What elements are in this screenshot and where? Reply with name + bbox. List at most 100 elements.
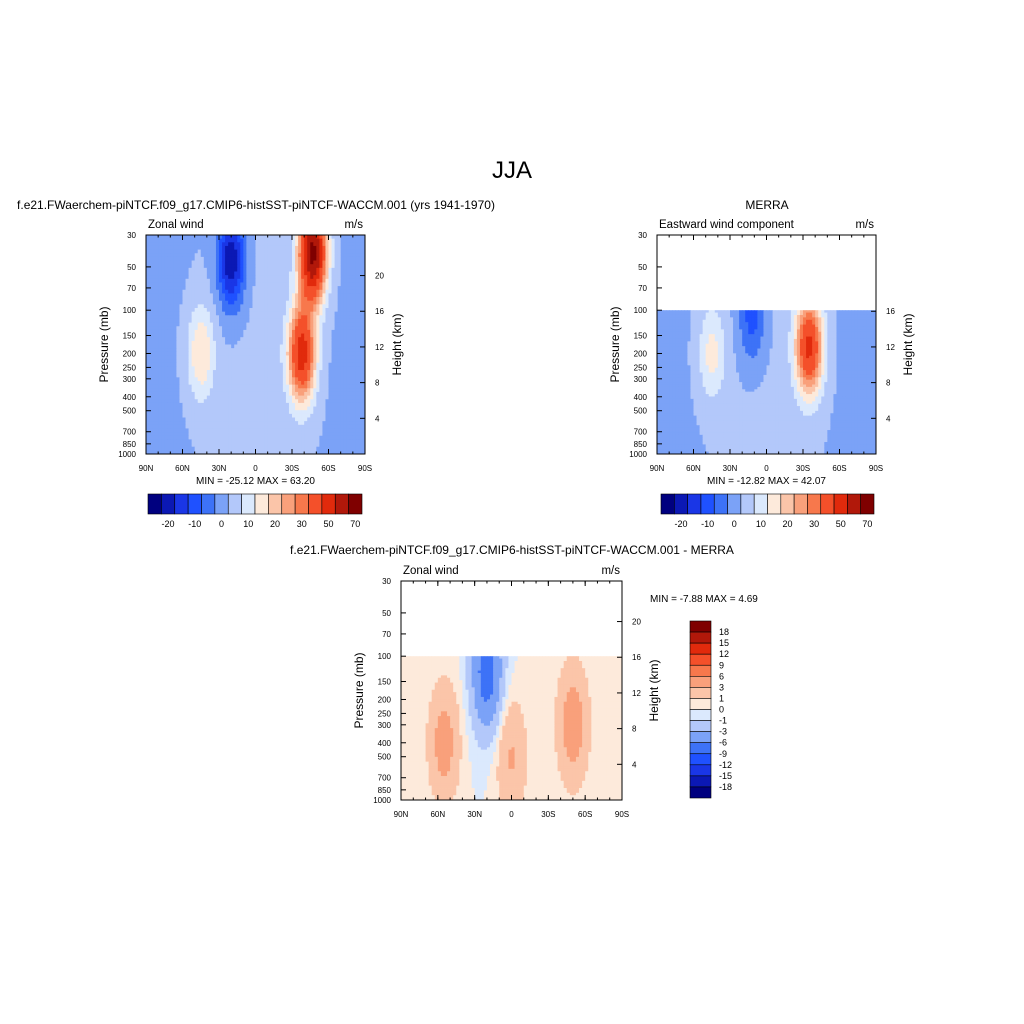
field-cell (694, 315, 697, 318)
field-cell (246, 421, 249, 425)
field-cell (304, 414, 307, 418)
field-cell (268, 337, 271, 341)
field-cell (274, 268, 277, 272)
field-cell (335, 399, 338, 403)
field-cell (295, 297, 298, 301)
field-cell (353, 403, 356, 407)
field-cell (301, 341, 304, 345)
field-cell (198, 421, 201, 425)
field-cell (164, 432, 167, 436)
field-cell (243, 439, 246, 443)
field-cell (219, 253, 222, 257)
field-cell (751, 327, 754, 330)
field-cell (329, 388, 332, 392)
field-cell (268, 268, 271, 272)
field-cell (684, 327, 687, 330)
field-cell (213, 246, 216, 250)
field-cell (289, 436, 292, 440)
field-cell (259, 242, 262, 246)
field-cell (256, 279, 259, 283)
field-cell (271, 399, 274, 403)
field-cell (350, 425, 353, 429)
y-tick-label: 1000 (118, 450, 136, 459)
field-cell (325, 366, 328, 370)
field-cell (234, 264, 237, 268)
field-cell (286, 425, 289, 429)
field-cell (277, 348, 280, 352)
field-cell (256, 250, 259, 254)
field-cell (222, 293, 225, 297)
field-cell (201, 330, 204, 334)
field-cell (289, 443, 292, 447)
field-cell (292, 396, 295, 400)
field-cell (292, 425, 295, 429)
field-cell (164, 279, 167, 283)
field-cell (359, 235, 362, 239)
field-cell (219, 246, 222, 250)
field-cell (678, 322, 681, 325)
field-cell (186, 396, 189, 400)
field-cell (234, 421, 237, 425)
field-cell (347, 312, 350, 316)
field-cell (271, 297, 274, 301)
field-cell (292, 352, 295, 356)
field-cell (195, 370, 198, 374)
field-cell (280, 447, 283, 451)
field-cell (304, 425, 307, 429)
field-cell (216, 399, 219, 403)
field-cell (335, 235, 338, 239)
field-cell (313, 432, 316, 436)
field-cell (338, 337, 341, 341)
field-cell (246, 432, 249, 436)
field-cell (310, 425, 313, 429)
field-cell (338, 286, 341, 290)
field-cell (341, 315, 344, 319)
field-cell (280, 246, 283, 250)
field-cell (234, 377, 237, 381)
field-cell (325, 253, 328, 257)
field-cell (249, 447, 252, 451)
field-cell (259, 341, 262, 345)
field-cell (277, 268, 280, 272)
field-cell (304, 257, 307, 261)
field-cell (259, 282, 262, 286)
field-cell (347, 315, 350, 319)
field-cell (176, 286, 179, 290)
field-cell (286, 323, 289, 327)
field-cell (219, 261, 222, 265)
field-cell (338, 355, 341, 359)
field-cell (304, 293, 307, 297)
field-cell (325, 348, 328, 352)
field-cell (213, 279, 216, 283)
field-cell (207, 366, 210, 370)
field-cell (310, 275, 313, 279)
field-cell (736, 327, 739, 330)
field-cell (341, 392, 344, 396)
field-cell (332, 414, 335, 418)
field-cell (322, 253, 325, 257)
field-cell (338, 385, 341, 389)
field-cell (350, 348, 353, 352)
field-cell (259, 388, 262, 392)
colorbar-box (322, 494, 335, 514)
field-cell (265, 257, 268, 261)
field-cell (304, 443, 307, 447)
field-cell (322, 286, 325, 290)
field-cell (307, 308, 310, 312)
field-cell (243, 293, 246, 297)
field-cell (329, 334, 332, 338)
field-cell (706, 315, 709, 318)
field-cell (164, 264, 167, 268)
field-cell (158, 301, 161, 305)
field-cell (155, 261, 158, 265)
field-cell (359, 377, 362, 381)
field-cell (149, 337, 152, 341)
field-cell (249, 239, 252, 243)
field-cell (152, 304, 155, 308)
field-cell (198, 363, 201, 367)
field-cell (736, 317, 739, 320)
field-cell (319, 290, 322, 294)
field-cell (252, 312, 255, 316)
field-cell (216, 290, 219, 294)
field-cell (283, 341, 286, 345)
